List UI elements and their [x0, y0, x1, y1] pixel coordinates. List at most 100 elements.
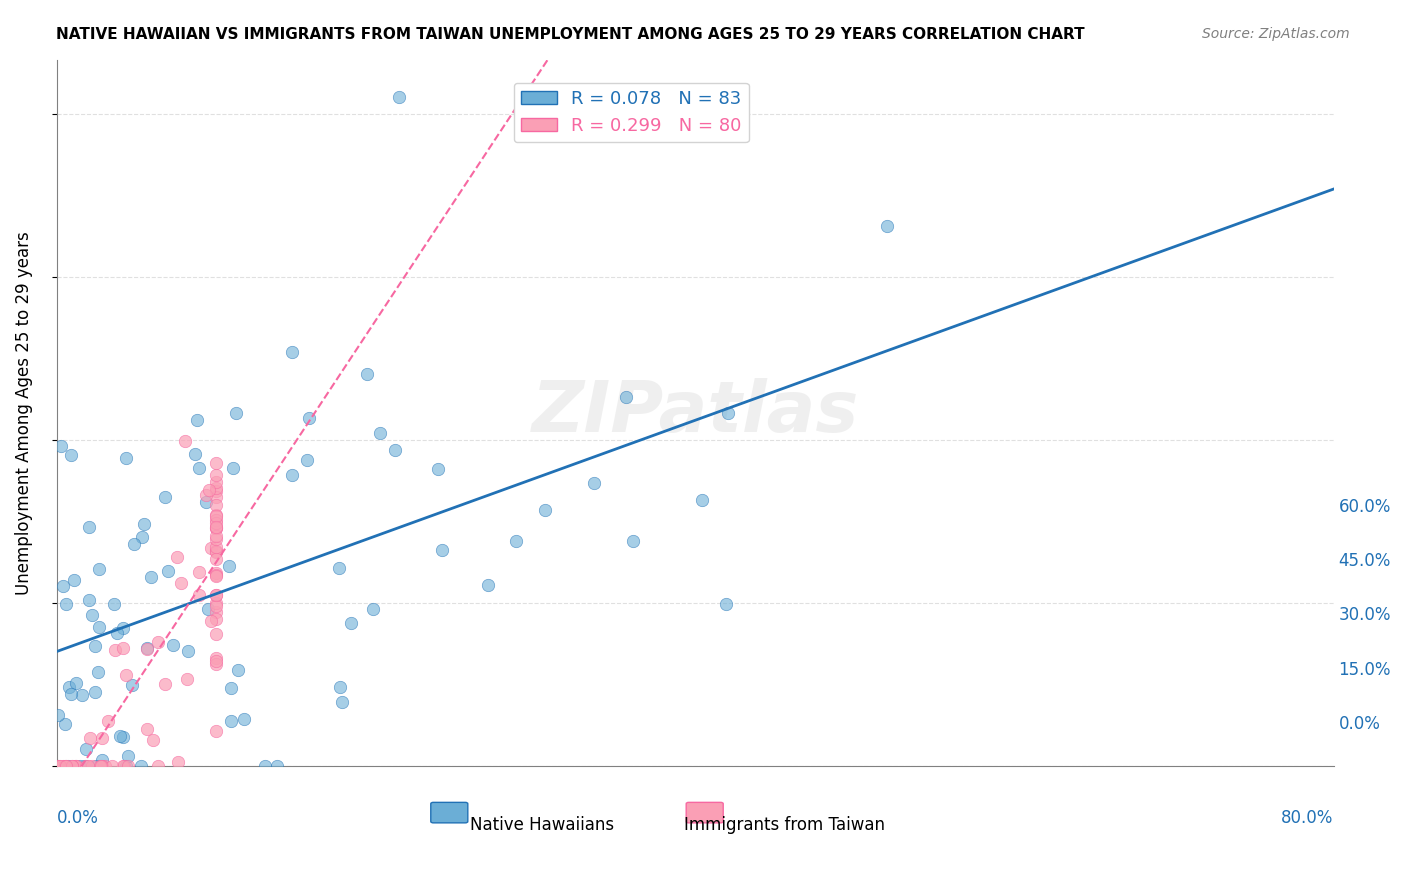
- Point: [614, 390, 637, 404]
- Point: [82, 608, 104, 623]
- Point: [225, 406, 247, 420]
- Point: [205, 516, 228, 530]
- Point: [205, 588, 228, 602]
- Point: [55, 597, 77, 611]
- Point: [166, 550, 188, 565]
- Point: [198, 483, 221, 498]
- Point: [477, 578, 499, 592]
- Point: [232, 712, 254, 726]
- Point: [146, 635, 169, 649]
- Point: [266, 759, 288, 773]
- Point: [112, 759, 135, 773]
- Point: [49, 439, 72, 453]
- Point: [87, 620, 110, 634]
- Text: NATIVE HAWAIIAN VS IMMIGRANTS FROM TAIWAN UNEMPLOYMENT AMONG AGES 25 TO 29 YEARS: NATIVE HAWAIIAN VS IMMIGRANTS FROM TAIWA…: [56, 27, 1085, 42]
- Point: [388, 90, 411, 104]
- Point: [205, 475, 228, 489]
- Point: [46, 708, 69, 723]
- Point: [139, 569, 162, 583]
- Point: [205, 514, 228, 528]
- Point: [84, 685, 107, 699]
- Point: [108, 729, 131, 743]
- Point: [205, 540, 228, 554]
- Point: [115, 668, 138, 682]
- Point: [87, 665, 110, 680]
- Point: [205, 508, 228, 523]
- Point: [122, 536, 145, 550]
- Point: [328, 560, 350, 574]
- Point: [135, 640, 157, 655]
- Point: [714, 597, 737, 611]
- Point: [75, 759, 97, 773]
- Point: [52, 579, 75, 593]
- Point: [226, 663, 249, 677]
- Point: [534, 503, 557, 517]
- Point: [65, 676, 87, 690]
- Point: [329, 681, 352, 695]
- Point: [53, 759, 76, 773]
- Point: [48, 759, 70, 773]
- Point: [195, 488, 218, 502]
- FancyBboxPatch shape: [430, 803, 468, 822]
- Point: [132, 516, 155, 531]
- Point: [281, 467, 304, 482]
- Point: [105, 625, 128, 640]
- Point: [89, 759, 111, 773]
- Point: [176, 673, 198, 687]
- Point: [93, 759, 115, 773]
- Point: [205, 588, 228, 602]
- Point: [60, 759, 83, 773]
- Point: [84, 640, 107, 654]
- Point: [205, 569, 228, 583]
- Point: [75, 742, 97, 756]
- Point: [205, 605, 228, 619]
- Point: [169, 576, 191, 591]
- Point: [156, 564, 179, 578]
- Point: [131, 531, 153, 545]
- Point: [148, 759, 170, 773]
- Point: [121, 677, 143, 691]
- Point: [136, 642, 159, 657]
- Point: [717, 406, 740, 420]
- Point: [361, 602, 384, 616]
- Point: [69, 759, 91, 773]
- Point: [103, 597, 125, 611]
- Point: [112, 641, 135, 656]
- Text: ZIPatlas: ZIPatlas: [531, 378, 859, 448]
- Point: [205, 596, 228, 610]
- Point: [111, 730, 134, 744]
- Text: 80.0%: 80.0%: [1281, 809, 1334, 827]
- Point: [205, 456, 228, 470]
- Point: [188, 565, 211, 579]
- Point: [205, 529, 228, 543]
- Point: [52, 759, 75, 773]
- Point: [173, 434, 195, 448]
- Point: [205, 723, 228, 738]
- Point: [205, 545, 228, 559]
- Point: [46, 759, 69, 773]
- Point: [60, 687, 83, 701]
- Point: [84, 759, 107, 773]
- Point: [188, 461, 211, 475]
- Point: [162, 638, 184, 652]
- Point: [205, 626, 228, 640]
- Point: [384, 442, 406, 457]
- Point: [205, 544, 228, 558]
- Point: [117, 759, 139, 773]
- Point: [91, 753, 114, 767]
- Point: [60, 449, 83, 463]
- Point: [55, 759, 77, 773]
- Point: [332, 695, 354, 709]
- Point: [79, 731, 101, 746]
- Point: [58, 680, 80, 694]
- Point: [205, 481, 228, 495]
- Point: [200, 541, 222, 556]
- Point: [200, 614, 222, 628]
- Point: [218, 558, 240, 573]
- Point: [56, 759, 79, 773]
- Point: [89, 562, 111, 576]
- Point: [65, 759, 87, 773]
- Point: [205, 509, 228, 524]
- Point: [55, 759, 77, 773]
- Point: [111, 621, 134, 635]
